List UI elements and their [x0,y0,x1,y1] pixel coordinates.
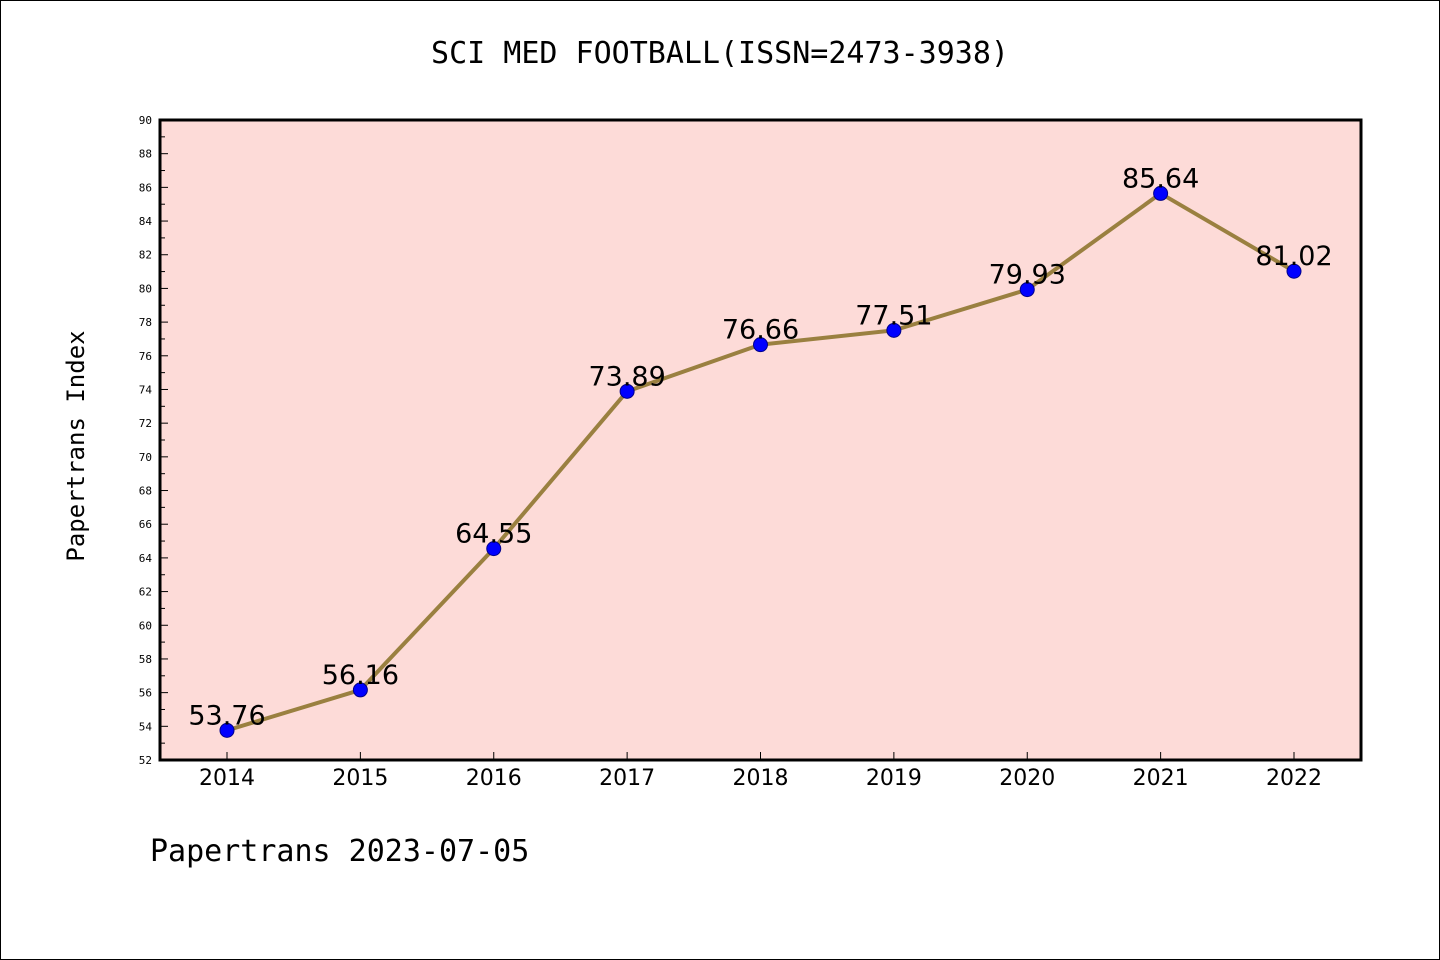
y-tick-label: 86 [139,181,152,194]
y-tick-label: 64 [139,552,153,565]
plot-area [160,120,1361,760]
data-label: 56.16 [322,660,399,691]
plot-border [158,118,1363,762]
y-tick-label: 78 [139,316,152,329]
x-tick-label: 2018 [733,766,789,791]
data-point [352,682,368,698]
y-tick-label: 62 [139,586,152,599]
y-tick-label: 56 [139,687,152,700]
data-label: 77.51 [855,300,932,331]
y-axis: 52 54 56 58 60 62 64 66 68 70 72 74 76 78 80 82 84 86 88 90 [139,114,168,767]
y-tick-label: 54 [139,720,153,733]
data-label: 76.66 [722,315,799,346]
data-point [1286,263,1302,279]
y-tick-label: 84 [139,215,153,228]
x-tick-label: 2022 [1266,766,1322,791]
y-tick-label: 82 [139,249,152,262]
x-tick-label: 2021 [1133,766,1189,791]
data-label: 64.55 [455,519,532,550]
y-tick-label: 74 [139,383,153,396]
data-point [486,541,502,557]
y-tick-label: 60 [139,619,152,632]
x-tick-label: 2015 [332,766,388,791]
y-tick-label: 80 [139,282,152,295]
x-axis: 2014 2015 2016 2017 2018 2019 2020 2021 2022 [199,752,1322,791]
y-tick-label: 52 [139,754,152,767]
data-label: 73.89 [588,361,665,392]
data-label: 81.02 [1255,241,1332,272]
data-point [753,337,768,353]
y-tick-label: 66 [139,518,152,531]
data-label: 79.93 [989,260,1066,291]
chart-title: SCI MED FOOTBALL(ISSN=2473-3938) [431,36,1009,71]
x-tick-label: 2019 [866,766,922,791]
x-tick-label: 2016 [466,766,522,791]
data-label: 85.64 [1122,163,1199,194]
data-point [1153,185,1169,201]
data-point [1019,282,1035,298]
y-tick-label: 88 [139,148,152,161]
data-point [886,322,902,338]
x-tick-label: 2017 [599,766,655,791]
footer-note: Papertrans 2023-07-05 [150,834,530,869]
data-markers [219,185,1302,738]
y-tick-label: 72 [139,417,152,430]
y-tick-label: 58 [139,653,152,666]
data-label: 53.76 [188,700,265,731]
data-point [219,722,235,738]
x-tick-label: 2020 [999,766,1055,791]
x-tick-label: 2014 [199,766,255,791]
y-tick-label: 68 [139,485,152,498]
y-tick-label: 76 [139,350,152,363]
data-labels: 53.76 56.16 64.55 73.89 76.66 77.51 79.93 85.64… [188,163,1332,731]
data-point [619,383,635,399]
y-tick-label: 70 [139,451,152,464]
y-tick-label: 90 [139,114,152,127]
